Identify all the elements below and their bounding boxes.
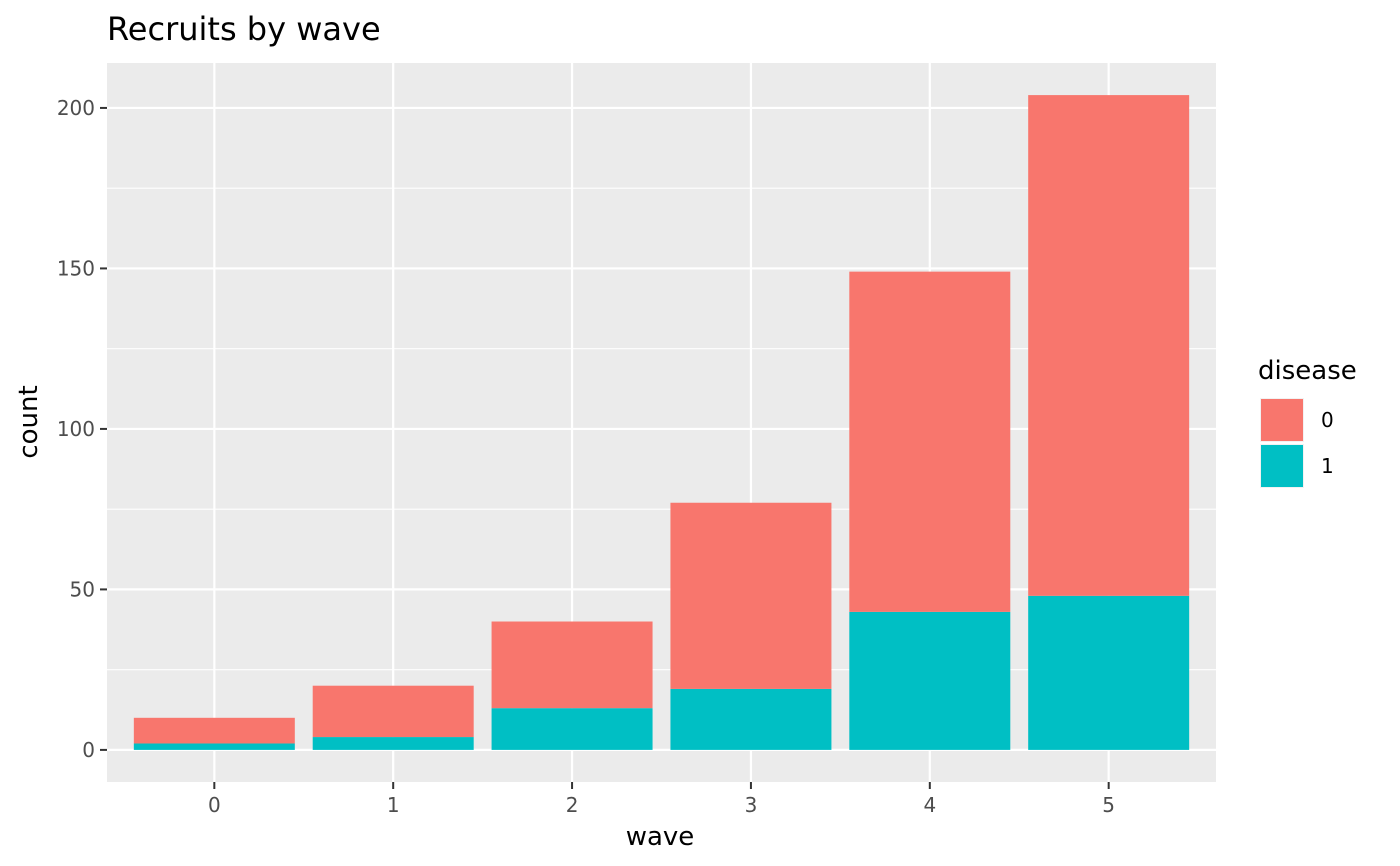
chart-title: Recruits by wave	[107, 10, 381, 48]
bar-wave-1-disease-0	[312, 685, 474, 738]
bar-wave-3-disease-1	[670, 688, 832, 750]
bar-wave-2-disease-0	[491, 621, 653, 709]
legend-title: disease	[1258, 356, 1357, 386]
legend: disease 0 1	[1258, 356, 1357, 488]
x-axis-ticks: 0 1 2 3 4 5	[208, 782, 1115, 817]
y-axis-title: count	[14, 385, 44, 458]
bar-wave-0-disease-0	[133, 717, 295, 744]
bar-wave-0-disease-1	[133, 743, 295, 750]
bar-wave-4-disease-0	[849, 271, 1011, 612]
x-tick-label: 1	[387, 793, 400, 817]
legend-swatch-1	[1261, 445, 1303, 487]
y-tick-label: 0	[82, 738, 95, 762]
y-tick-label: 200	[57, 96, 95, 120]
x-tick-label: 5	[1102, 793, 1115, 817]
bar-wave-2-disease-1	[491, 708, 653, 750]
x-tick-label: 2	[566, 793, 579, 817]
bar-stack-group	[133, 95, 1190, 750]
x-axis-title: wave	[626, 822, 695, 852]
x-tick-label: 3	[745, 793, 758, 817]
legend-label-1: 1	[1321, 454, 1334, 478]
x-tick-label: 0	[208, 793, 221, 817]
bar-wave-4-disease-1	[849, 611, 1011, 750]
y-tick-label: 150	[57, 256, 95, 280]
bar-wave-1-disease-1	[312, 737, 474, 750]
y-tick-label: 50	[70, 577, 95, 601]
bar-wave-5-disease-1	[1028, 595, 1190, 750]
bar-wave-3-disease-0	[670, 502, 832, 689]
x-tick-label: 4	[923, 793, 936, 817]
y-axis-ticks: 0 50 100 150 200	[57, 96, 107, 762]
bar-wave-5-disease-0	[1028, 95, 1190, 596]
legend-label-0: 0	[1321, 408, 1334, 432]
y-tick-label: 100	[57, 417, 95, 441]
legend-swatch-0	[1261, 399, 1303, 441]
